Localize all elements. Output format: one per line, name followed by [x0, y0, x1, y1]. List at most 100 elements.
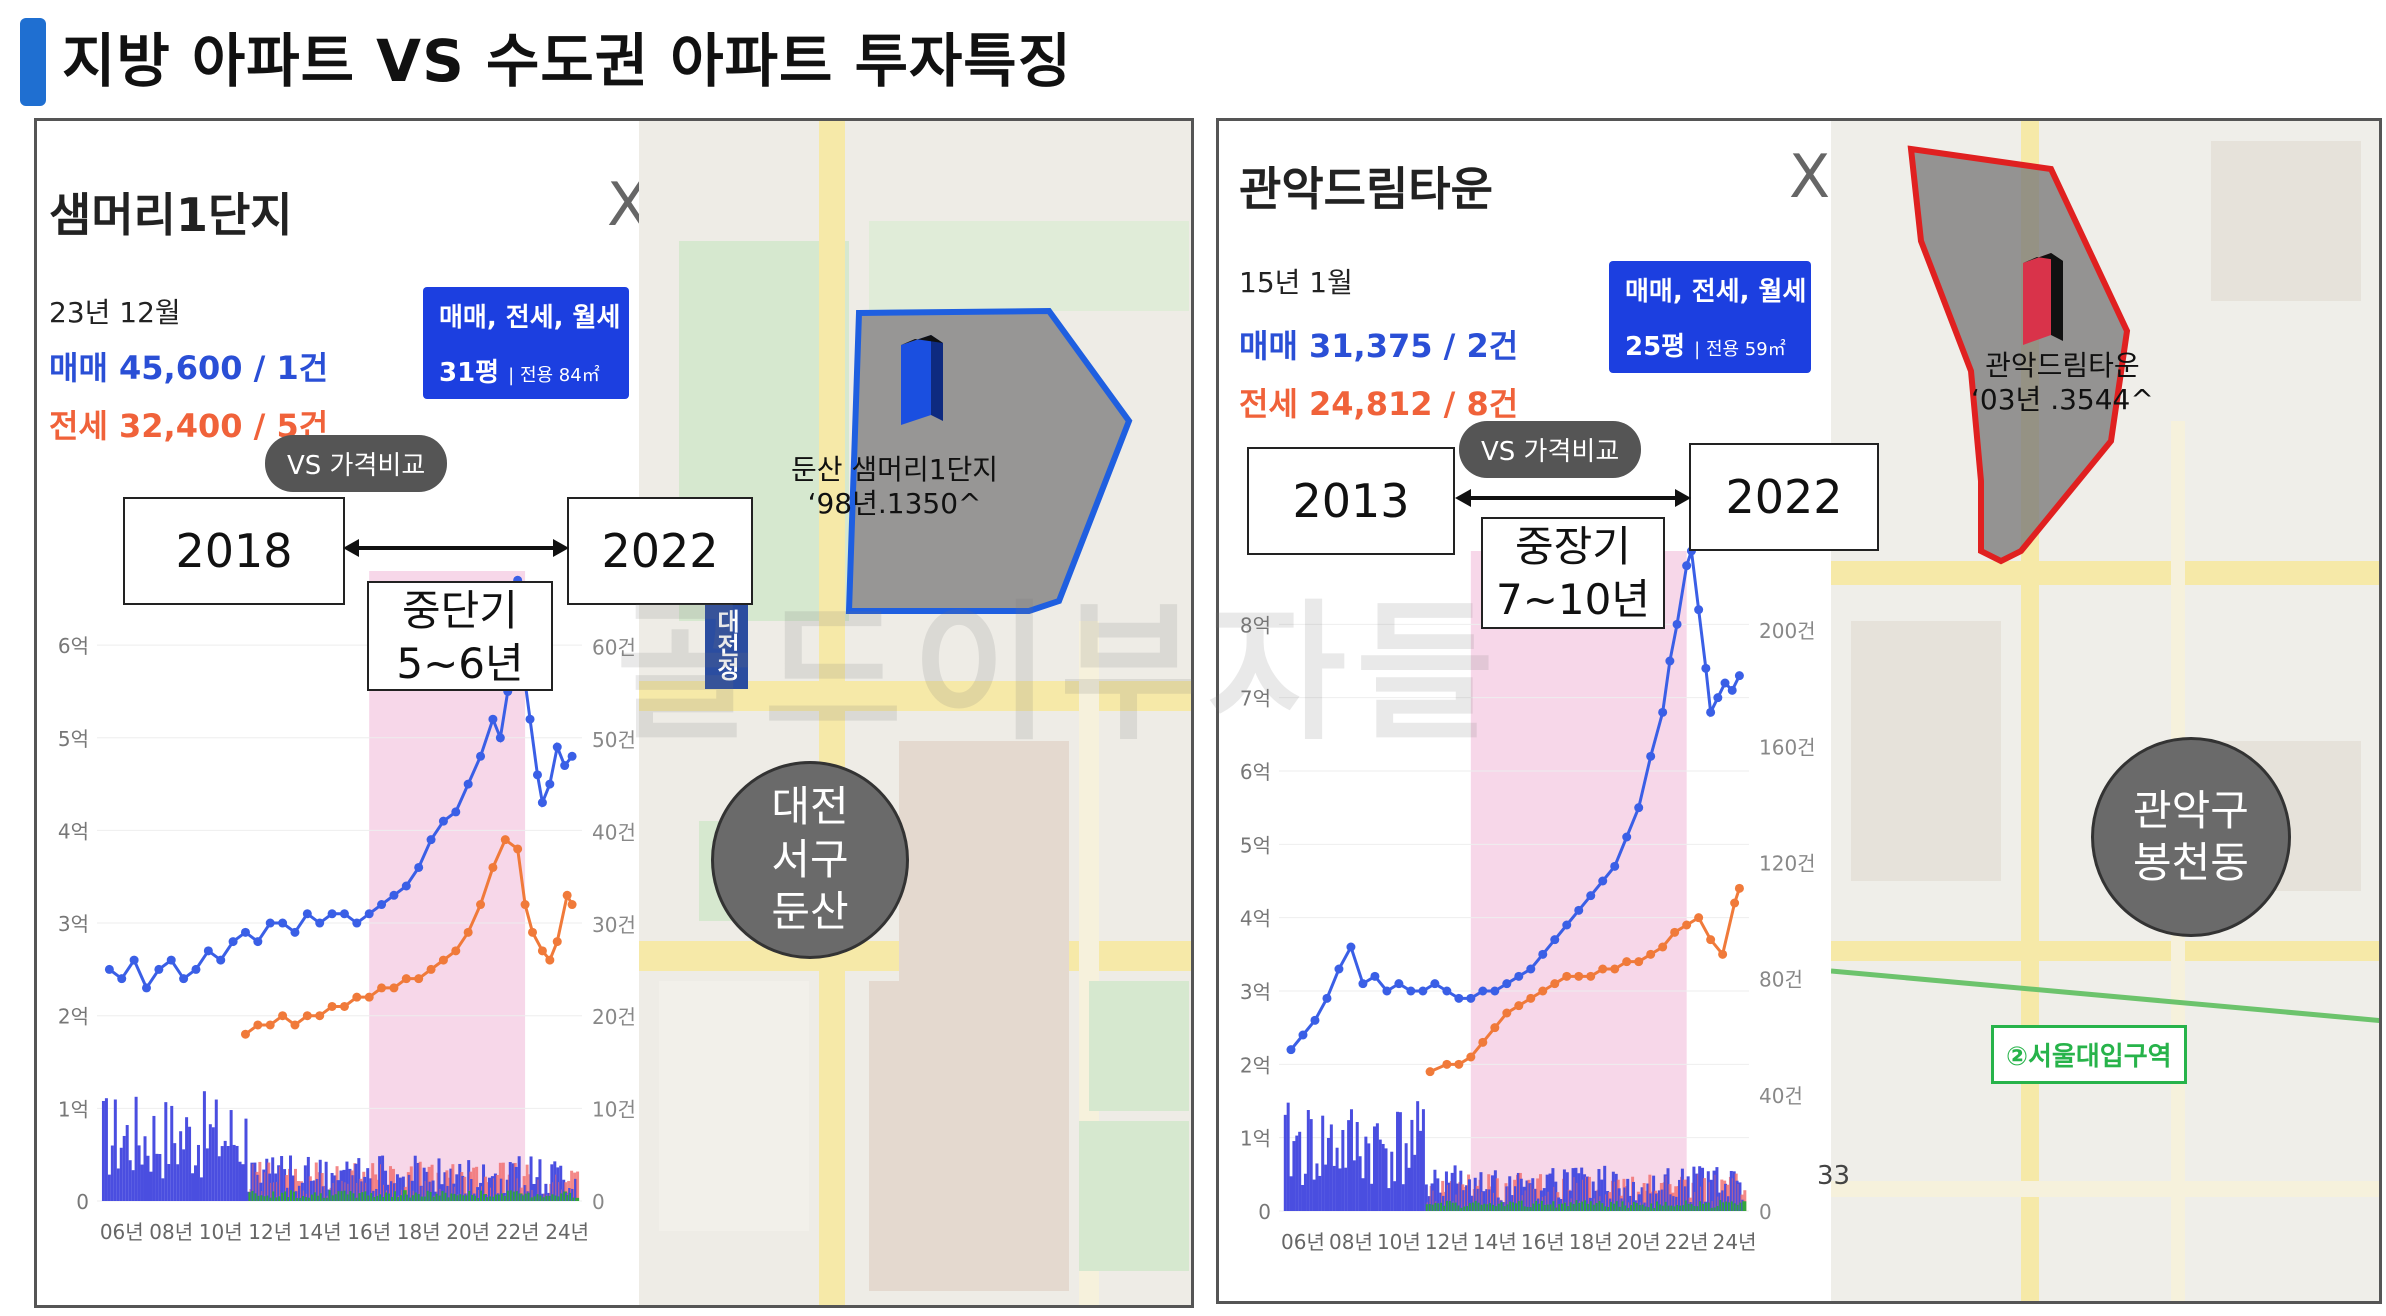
right-chart-series-rent-point	[1730, 899, 1739, 908]
left-apt-tag-name: 둔산 샘머리1단지	[791, 453, 998, 487]
page-number: 33	[1817, 1161, 1850, 1191]
right-filter-area: 전용 59㎡	[1706, 339, 1786, 360]
right-chart-series-sale-point	[1382, 987, 1391, 996]
right-chart-series-sale-point	[1466, 994, 1475, 1003]
right-chart-x-tick: 14년	[1473, 1230, 1517, 1254]
right-chart-series-sale-point	[1694, 605, 1703, 614]
right-close-icon[interactable]: X	[1789, 147, 1830, 207]
left-chart-series-sale-point	[476, 752, 485, 761]
left-chart-volume-bar-sale	[161, 1178, 164, 1201]
right-chart-volume-bar-sale	[1330, 1124, 1333, 1211]
right-chart-y2-tick: 80건	[1759, 968, 1803, 992]
right-chart-series-rent-point	[1634, 957, 1643, 966]
right-chart-series-sale-point	[1622, 833, 1631, 842]
left-chart-y-tick: 3억	[58, 912, 89, 936]
left-chart-volume-bar-sale	[200, 1177, 203, 1201]
right-chart-series-sale-point	[1478, 987, 1487, 996]
left-chart-series-sale-point	[179, 974, 188, 983]
right-filter-size: 25평 | 전용 59㎡	[1625, 326, 1795, 363]
right-chart-volume-bar-sale	[1361, 1178, 1364, 1211]
right-chart-volume-bar-sale	[1284, 1115, 1287, 1211]
right-chart-series-rent-point	[1598, 965, 1607, 974]
left-chart-series-sale-point	[389, 891, 398, 900]
left-chart-series-sale-point	[117, 974, 126, 983]
left-chart-series-sale-point	[545, 780, 554, 789]
left-chart-volume-bar-sale	[182, 1149, 185, 1201]
right-date: 15년 1월	[1239, 261, 1353, 301]
right-year-end: 2022	[1689, 443, 1879, 551]
right-term-years: 7~10년	[1483, 574, 1663, 627]
right-chart-volume-bar-sale	[1292, 1141, 1295, 1211]
right-chart-volume-bar-sale	[1370, 1184, 1373, 1211]
right-station-label: ②서울대입구역	[1991, 1025, 2187, 1084]
right-chart-volume-bar-sale	[1290, 1176, 1293, 1211]
left-chart-series-rent-point	[553, 937, 562, 946]
right-chart-series-sale-point	[1418, 987, 1427, 996]
left-term-years: 5~6년	[369, 638, 551, 691]
left-chart-series-sale-point	[538, 798, 547, 807]
left-chart-volume-bar-sale	[135, 1097, 138, 1201]
right-chart-series-sale-point	[1322, 994, 1331, 1003]
right-chart-series-sale-point	[1502, 979, 1511, 988]
left-chart-volume-bar-sale	[538, 1159, 541, 1201]
left-chart-x-tick: 10년	[199, 1220, 243, 1244]
right-chart-y2-tick: 120건	[1759, 852, 1816, 876]
right-chart-x-tick: 08년	[1329, 1230, 1373, 1254]
left-chart-series-sale-point	[365, 909, 374, 918]
left-chart-volume-bar-sale	[138, 1145, 141, 1201]
right-chart-series-sale-point	[1334, 965, 1343, 974]
left-chart-area: 샘머리1단지 23년 12월 매매 45,600 / 1건 전세 32,400 …	[37, 121, 647, 1305]
right-term-box: 중장기 7~10년	[1481, 517, 1665, 629]
left-chart-volume-bar-sale	[176, 1164, 179, 1201]
left-chart-x-tick: 24년	[545, 1220, 589, 1244]
left-chart-series-rent-point	[365, 993, 374, 1002]
left-chart-series-rent-point	[315, 1011, 324, 1020]
left-filter-pyeong: 31평	[439, 358, 499, 388]
left-chart-series-sale-point	[526, 715, 535, 724]
right-chart-series-sale-point	[1706, 708, 1715, 717]
left-chart-volume-bar-sale	[236, 1146, 239, 1201]
right-chart-series-rent-point	[1658, 943, 1667, 952]
right-chart-volume-bar-sale	[1287, 1103, 1290, 1211]
right-filter-dropdown[interactable]: 매매, 전세, 월세 ∨ 25평 | 전용 59㎡	[1609, 261, 1811, 373]
right-apt-tag-name: 관악드림타운	[1971, 349, 2154, 383]
left-apt-name: 샘머리1단지	[49, 179, 293, 245]
right-vs-compare-button[interactable]: VS 가격비교	[1459, 421, 1641, 478]
left-chart-volume-bar-sale	[155, 1154, 158, 1201]
left-chart-volume-bar-sale	[117, 1168, 120, 1201]
right-chart-volume-bar-sale	[1327, 1138, 1330, 1211]
right-chart-volume-bar-sale	[1295, 1136, 1298, 1211]
left-chart-volume-bar-sale	[144, 1136, 147, 1201]
right-chart-y-tick: 5억	[1240, 833, 1271, 857]
right-chart-volume-bar-sale	[1422, 1109, 1425, 1211]
left-chart-y2-tick: 10건	[592, 1098, 636, 1122]
right-chart-series-sale-point	[1735, 671, 1744, 680]
right-chart-volume-bar-sale	[1379, 1140, 1382, 1211]
right-chart-y2-tick: 0	[1759, 1200, 1772, 1224]
right-chart-volume-bar-sale	[1321, 1116, 1324, 1211]
right-area-line2: 봉천동	[2133, 837, 2249, 890]
left-area-circle: 대전 서구 둔산	[711, 761, 909, 959]
right-chart-series-sale-point	[1598, 877, 1607, 886]
right-chart-volume-bar-sale	[1385, 1148, 1388, 1211]
left-chart-volume-bar-sale	[242, 1164, 245, 1201]
right-chart-volume-bar-sale	[1367, 1143, 1370, 1211]
left-vs-compare-button[interactable]: VS 가격비교	[265, 435, 447, 492]
right-chart-series-rent-point	[1426, 1067, 1435, 1076]
right-chart-series-sale-point	[1490, 987, 1499, 996]
right-chart-series-rent-point	[1735, 884, 1744, 893]
right-chart-series-rent-point	[1442, 1060, 1451, 1069]
right-chart-series-rent-point	[1694, 913, 1703, 922]
left-chart-volume-bar-sale	[164, 1102, 167, 1201]
right-chart-series-sale-point	[1721, 679, 1730, 688]
right-chart-volume-bar-sale	[1318, 1176, 1321, 1211]
left-chart-volume-bar-sale	[149, 1172, 152, 1201]
left-filter-dropdown[interactable]: 매매, 전세, 월세 ∨ 31평 | 전용 84㎡	[423, 287, 629, 399]
right-chart-series-rent-point	[1706, 935, 1715, 944]
right-chart-series-sale-point	[1550, 935, 1559, 944]
left-chart-series-rent-point	[402, 974, 411, 983]
right-chart-series-rent-point	[1538, 987, 1547, 996]
left-chart-volume-bar-sale	[233, 1145, 236, 1201]
right-chart-x-tick: 16년	[1521, 1230, 1565, 1254]
right-apt-outline	[1831, 121, 2382, 1301]
